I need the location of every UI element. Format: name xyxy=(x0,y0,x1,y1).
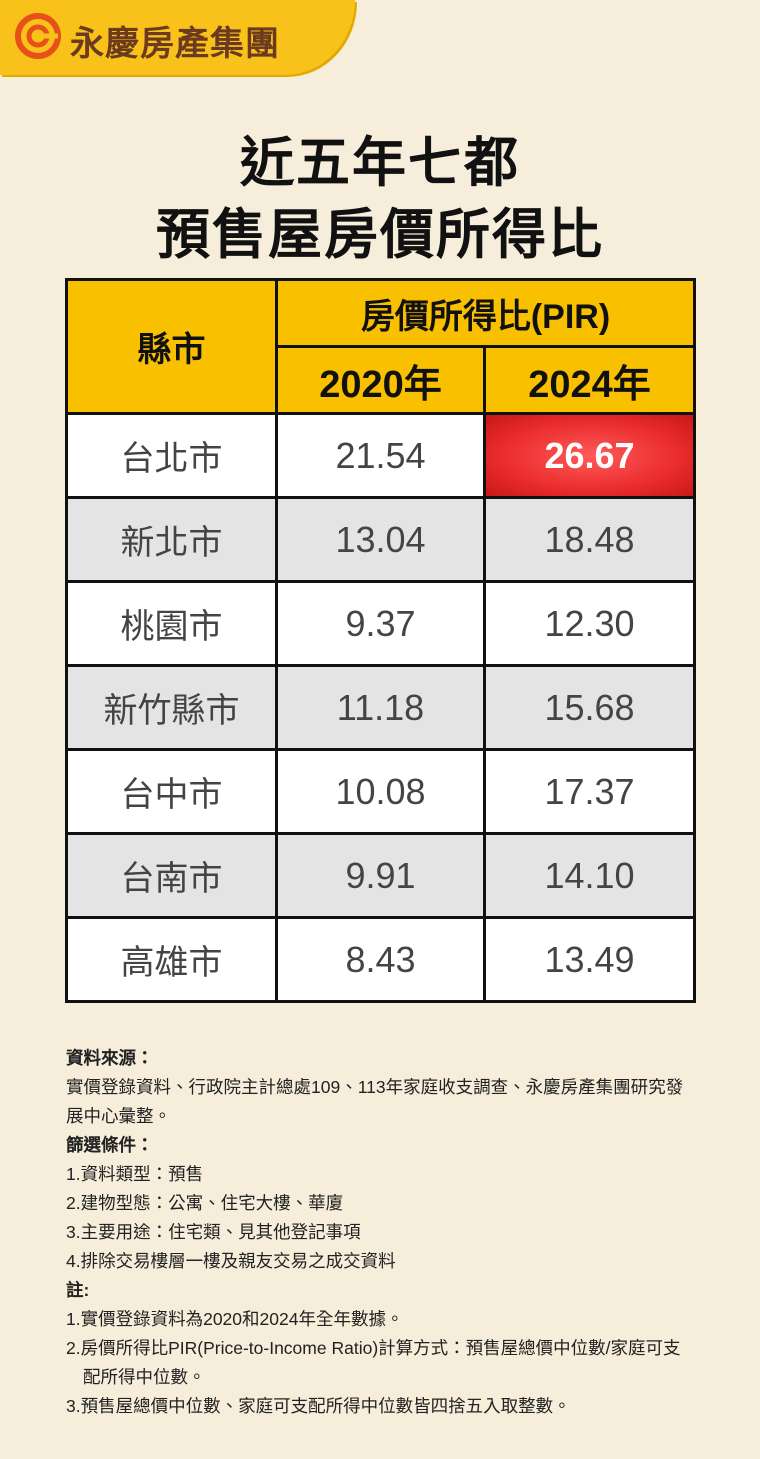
table-body: 台北市 21.54 26.67 新北市 13.04 18.48 桃園市 9.37 12.30 新竹… xyxy=(65,412,697,1003)
filter-item: 4.排除交易樓層一樓及親友交易之成交資料 xyxy=(66,1251,396,1271)
city-cell: 新北市 xyxy=(65,496,278,583)
city-cell: 台南市 xyxy=(65,832,278,919)
pir-cell: 10.08 xyxy=(275,748,486,835)
remark-item: 2.房價所得比PIR(Price-to-Income Ratio)計算方式：預售… xyxy=(66,1338,681,1387)
pir-table: 縣市 房價所得比(PIR) 2020年 2024年 台北市 21.54 26.67 新… xyxy=(65,278,697,1003)
table-row: 台南市 9.91 14.10 xyxy=(65,832,697,919)
city-header: 縣市 xyxy=(65,278,278,415)
notes-heading: 註: xyxy=(66,1280,90,1300)
notes-text: 實價登錄資料、行政院主計總處109、113年家庭收支調查、永慶房產集團研究發展中… xyxy=(66,1077,684,1126)
city-cell: 高雄市 xyxy=(65,916,278,1003)
notes-heading: 資料來源： xyxy=(66,1048,154,1068)
title-line: 近五年七都 xyxy=(240,133,520,193)
filter-item: 3.主要用途：住宅類、見其他登記事項 xyxy=(66,1222,361,1242)
pir-cell: 12.30 xyxy=(482,580,697,667)
filter-item: 2.建物型態：公寓、住宅大樓、華廈 xyxy=(66,1193,344,1213)
pir-cell: 13.04 xyxy=(275,496,486,583)
pir-cell: 21.54 xyxy=(275,412,486,499)
group-header: 房價所得比(PIR) xyxy=(274,278,697,348)
brand-banner: 永慶房產集團 xyxy=(0,0,355,75)
city-cell: 台北市 xyxy=(65,412,278,499)
pir-cell: 15.68 xyxy=(482,664,697,751)
table-row: 台北市 21.54 26.67 xyxy=(65,412,697,499)
year-header: 2024年 xyxy=(482,345,697,415)
pir-cell: 17.37 xyxy=(482,748,697,835)
notes: 資料來源： 實價登錄資料、行政院主計總處109、113年家庭收支調查、永慶房產集… xyxy=(66,1044,696,1421)
pir-cell: 11.18 xyxy=(275,664,486,751)
pir-cell: 14.10 xyxy=(482,832,697,919)
pir-cell: 26.67 xyxy=(482,412,697,499)
remark-list: 1.實價登錄資料為2020和2024年全年數據。 2.房價所得比PIR(Price… xyxy=(66,1305,696,1421)
brand-logo xyxy=(15,13,61,59)
table-row: 台中市 10.08 17.37 xyxy=(65,748,697,835)
pir-cell: 13.49 xyxy=(482,916,697,1003)
pir-cell: 9.91 xyxy=(275,832,486,919)
city-cell: 台中市 xyxy=(65,748,278,835)
year-header: 2020年 xyxy=(275,345,486,415)
brand-name: 永慶房產集團 xyxy=(70,25,280,63)
city-cell: 桃園市 xyxy=(65,580,278,667)
filter-item: 1.資料類型：預售 xyxy=(66,1164,204,1184)
remark-item: 1.實價登錄資料為2020和2024年全年數據。 xyxy=(66,1309,404,1329)
filter-list: 1.資料類型：預售 2.建物型態：公寓、住宅大樓、華廈 3.主要用途：住宅類、見其他… xyxy=(66,1160,696,1276)
city-cell: 新竹縣市 xyxy=(65,664,278,751)
pir-cell: 9.37 xyxy=(275,580,486,667)
table-row: 桃園市 9.37 12.30 xyxy=(65,580,697,667)
remark-item: 3.預售屋總價中位數、家庭可支配所得中位數皆四捨五入取整數。 xyxy=(66,1396,571,1416)
title-line: 預售屋房價所得比 xyxy=(156,205,604,265)
table-row: 新竹縣市 11.18 15.68 xyxy=(65,664,697,751)
pir-cell: 18.48 xyxy=(482,496,697,583)
notes-heading: 篩選條件： xyxy=(66,1135,154,1155)
pir-cell: 8.43 xyxy=(275,916,486,1003)
table-row: 高雄市 8.43 13.49 xyxy=(65,916,697,1003)
table-row: 新北市 13.04 18.48 xyxy=(65,496,697,583)
